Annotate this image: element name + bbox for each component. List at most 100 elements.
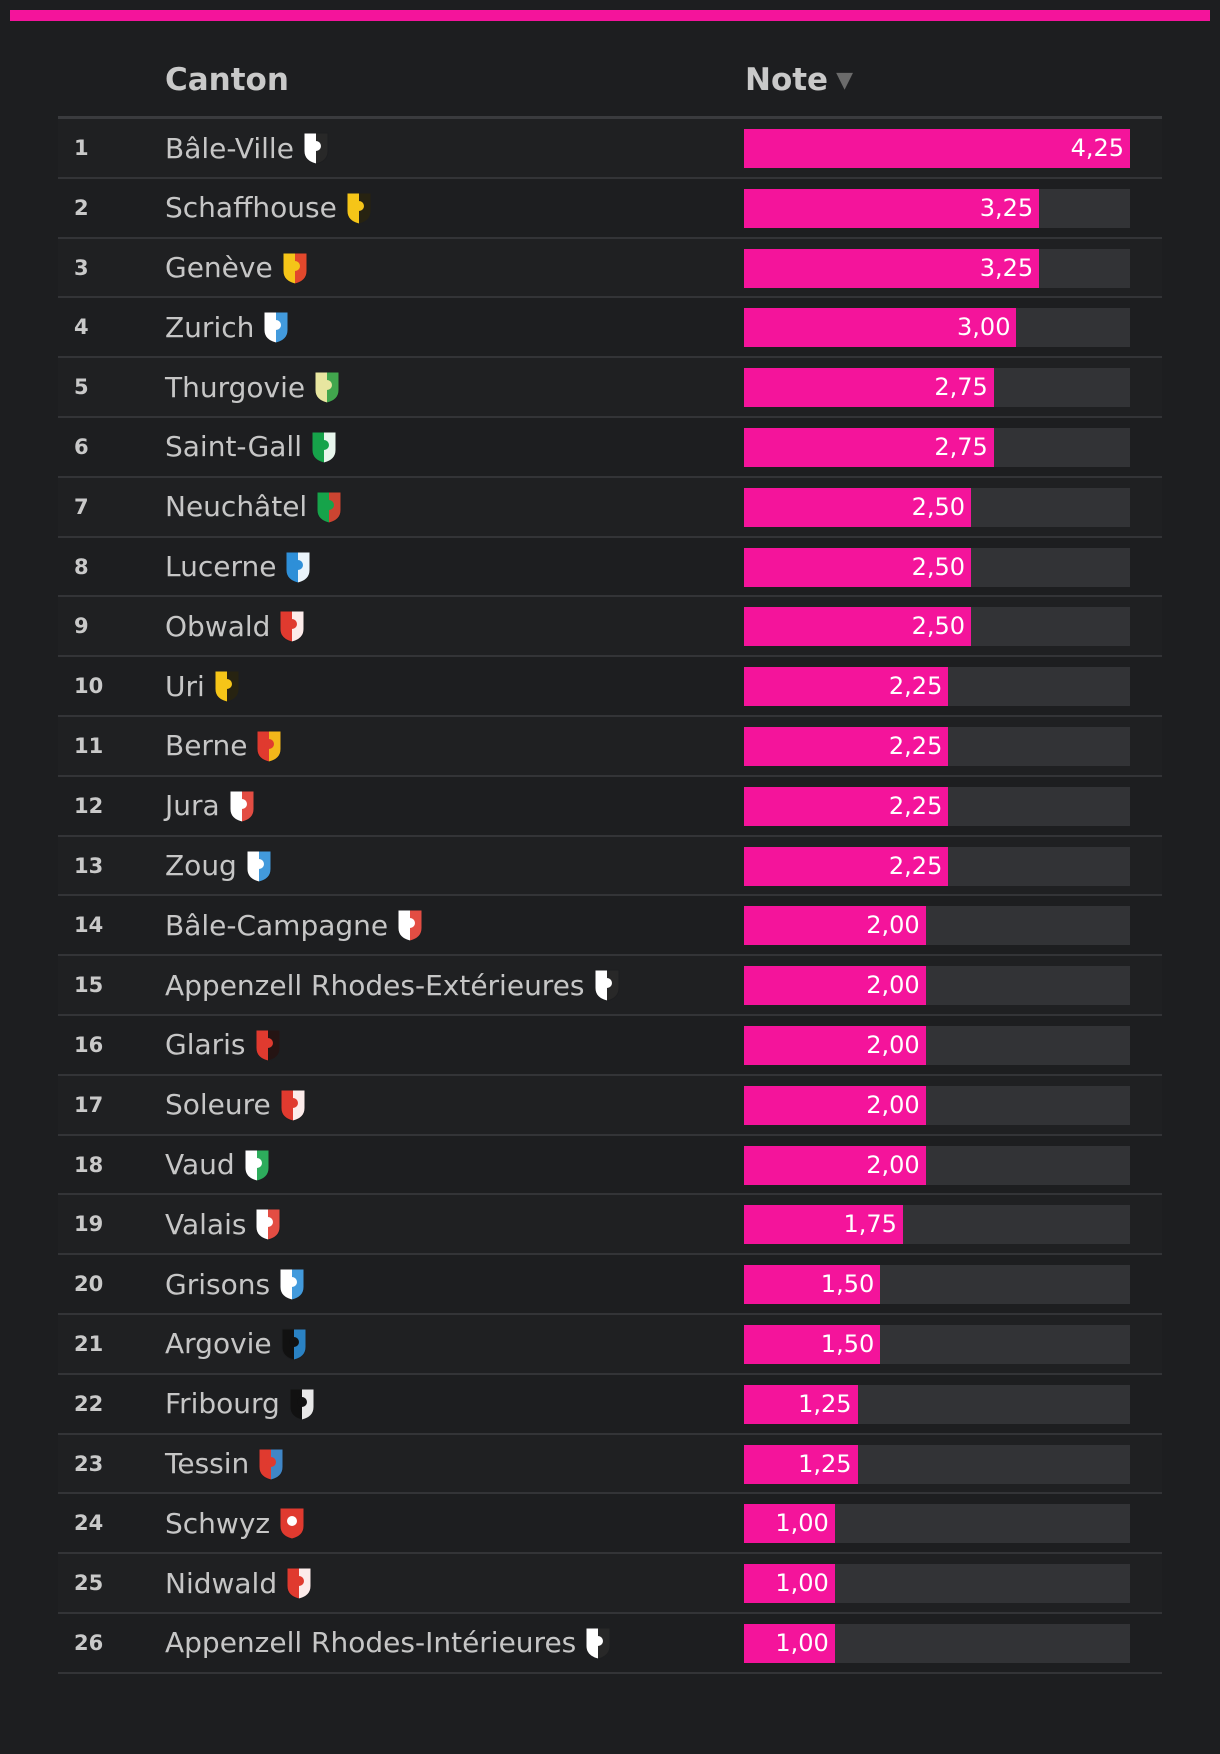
canton-name: Appenzell Rhodes-Extérieures (165, 968, 585, 1002)
canton-name: Jura (165, 789, 220, 823)
bar-value-label: 2,00 (866, 1090, 920, 1119)
bar: 1,75 (744, 1205, 903, 1245)
bar-value-label: 3,25 (979, 253, 1034, 282)
bar-value-label: 2,75 (934, 373, 988, 402)
canton-name: Soleure (165, 1088, 271, 1122)
row-rank: 12 (74, 793, 104, 818)
bar: 2,00 (744, 966, 926, 1006)
canton-cell: Appenzell Rhodes-Extérieures (165, 956, 621, 1014)
bar-value-label: 3,00 (957, 313, 1011, 342)
bar-value-label: 2,00 (866, 1150, 920, 1179)
nidwalden-crest-icon (286, 1567, 312, 1600)
solothurn-crest-icon (280, 1089, 306, 1122)
bar-value-label: 1,25 (798, 1449, 852, 1478)
table-row: 25 Nidwald 1,00 (58, 1554, 1162, 1614)
row-rank: 17 (74, 1092, 104, 1117)
canton-name: Bâle-Campagne (165, 908, 389, 942)
bar: 2,50 (744, 607, 972, 647)
bar: 2,00 (744, 906, 926, 946)
canton-name: Obwald (165, 609, 271, 643)
bar-track: 4,25 (744, 129, 1130, 168)
canton-cell: Soleure (165, 1076, 307, 1134)
column-header-canton[interactable]: Canton (165, 62, 289, 98)
row-rank: 20 (74, 1272, 104, 1297)
canton-name: Valais (165, 1207, 247, 1241)
row-rank: 10 (74, 674, 104, 699)
bar-value-label: 2,25 (888, 731, 943, 760)
row-rank: 13 (74, 853, 104, 878)
bar-track: 2,25 (744, 786, 1130, 826)
canton-name: Argovie (165, 1327, 272, 1361)
canton-cell: Berne (165, 717, 283, 775)
bar: 2,00 (744, 1145, 926, 1185)
bar-track: 1,50 (744, 1265, 1130, 1305)
bar-track: 2,00 (744, 1025, 1130, 1065)
bar: 2,75 (744, 368, 994, 408)
canton-name: Appenzell Rhodes-Intérieures (165, 1626, 577, 1660)
bern-crest-icon (256, 730, 282, 763)
table-row: 11 Berne 2,25 (58, 716, 1162, 777)
table-row: 7 Neuchâtel 2,50 (58, 477, 1162, 538)
bar-value-label: 2,00 (866, 911, 920, 940)
table-row: 4 Zurich 3,00 (58, 298, 1162, 359)
bar: 3,25 (744, 188, 1040, 228)
row-rank: 21 (74, 1331, 104, 1356)
table-row: 20 Grisons 1,50 (58, 1255, 1162, 1315)
canton-name: Saint-Gall (165, 430, 302, 464)
bar-value-label: 1,50 (820, 1270, 875, 1299)
canton-cell: Zurich (165, 298, 290, 356)
canton-name: Schwyz (165, 1506, 271, 1540)
table-row: 1 Bâle-Ville 4,25 (58, 119, 1162, 179)
table-row: 21 Argovie 1,50 (58, 1314, 1162, 1375)
sort-desc-icon[interactable]: ▼ (836, 68, 854, 93)
row-rank: 2 (74, 195, 89, 220)
bar: 2,50 (744, 487, 972, 527)
accent-bar (10, 10, 1210, 21)
canton-name: Grisons (165, 1267, 271, 1301)
canton-cell: Appenzell Rhodes-Intérieures (165, 1614, 612, 1672)
basel-city-crest-icon (303, 132, 329, 165)
bar: 1,00 (744, 1504, 835, 1544)
geneva-crest-icon (282, 252, 308, 285)
table-row: 26 Appenzell Rhodes-Intérieures 1,00 (58, 1613, 1162, 1674)
bar-value-label: 2,00 (866, 1030, 920, 1059)
bar-value-label: 1,00 (775, 1509, 829, 1538)
canton-name: Schaffhouse (165, 191, 337, 225)
appenzell-inner-crest-icon (585, 1627, 611, 1660)
bar: 2,25 (744, 846, 949, 886)
schaffhausen-crest-icon (346, 192, 372, 225)
table-row: 13 Zoug 2,25 (58, 836, 1162, 897)
bar-value-label: 3,25 (979, 193, 1034, 222)
row-rank: 19 (74, 1212, 104, 1237)
row-rank: 16 (74, 1032, 104, 1057)
bar: 1,00 (744, 1564, 835, 1604)
bar-value-label: 1,25 (798, 1389, 852, 1418)
bar-value-label: 2,50 (911, 612, 966, 641)
canton-cell: Valais (165, 1195, 282, 1253)
canton-cell: Bâle-Campagne (165, 896, 424, 954)
bar-track: 2,00 (744, 1085, 1130, 1125)
table-row: 23 Tessin 1,25 (58, 1434, 1162, 1495)
bar: 2,50 (744, 547, 972, 587)
bar-value-label: 2,75 (934, 432, 988, 461)
bar-value-label: 2,50 (911, 492, 966, 521)
canton-name: Thurgovie (165, 370, 306, 404)
canton-cell: Bâle-Ville (165, 119, 330, 177)
canton-cell: Vaud (165, 1136, 271, 1194)
bar-track: 2,50 (744, 607, 1130, 647)
canton-name: Uri (165, 669, 205, 703)
bar: 2,25 (744, 726, 949, 766)
canton-name: Fribourg (165, 1387, 280, 1421)
row-rank: 3 (74, 255, 89, 280)
bar-track: 1,25 (744, 1444, 1130, 1484)
bar-track: 2,75 (744, 427, 1130, 467)
table-row: 22 Fribourg 1,25 (58, 1374, 1162, 1435)
column-header-note[interactable]: Note ▼ (745, 62, 853, 98)
bar-value-label: 2,00 (866, 971, 920, 1000)
zug-crest-icon (246, 850, 272, 883)
bar-track: 2,25 (744, 726, 1130, 766)
bar-track: 3,00 (744, 308, 1130, 348)
canton-cell: Genève (165, 239, 309, 297)
bar: 1,00 (744, 1623, 835, 1663)
row-rank: 25 (74, 1571, 104, 1596)
